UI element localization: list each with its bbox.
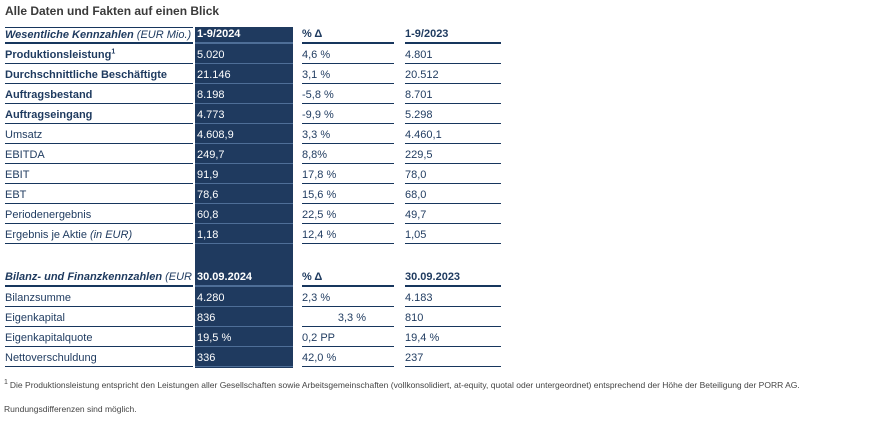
metric-label: Auftragsbestand (5, 84, 193, 104)
value-previous: 237 (405, 347, 501, 367)
metric-label: Eigenkapital (5, 307, 193, 327)
value-previous: 49,7 (405, 204, 501, 224)
metric-label: Ergebnis je Aktie (in EUR) (5, 224, 193, 244)
row-ebitda: EBITDA 249,7 8,8% 229,5 (5, 144, 501, 164)
value-current: 336 (195, 347, 293, 367)
row-produktionsleistung: Produktionsleistung1 5.020 4,6 % 4.801 (5, 44, 501, 64)
value-current: 4.608,9 (195, 124, 293, 144)
value-delta: 0,2 PP (302, 327, 394, 347)
value-delta: -5,8 % (302, 84, 394, 104)
row-nettoverschuldung: Nettoverschuldung 336 42,0 % 237 (5, 347, 501, 367)
value-delta: 15,6 % (302, 184, 394, 204)
row-bilanzsumme: Bilanzsumme 4.280 2,3 % 4.183 (5, 287, 501, 307)
metric-label: Produktionsleistung1 (5, 44, 193, 64)
row-ergebnis-je-aktie: Ergebnis je Aktie (in EUR) 1,18 12,4 % 1,… (5, 224, 501, 244)
value-previous: 20.512 (405, 64, 501, 84)
value-previous: 68,0 (405, 184, 501, 204)
table2-header-unit: (EUR Mio.) (165, 271, 193, 283)
value-current: 78,6 (195, 184, 293, 204)
table1-header-label: Wesentliche Kennzahlen (EUR Mio.) (5, 27, 193, 44)
row-ebit: EBIT 91,9 17,8 % 78,0 (5, 164, 501, 184)
value-delta: 4,6 % (302, 44, 394, 64)
value-previous: 5.298 (405, 104, 501, 124)
value-previous: 19,4 % (405, 327, 501, 347)
value-current: 21.146 (195, 64, 293, 84)
row-eigenkapital: Eigenkapital 836 3,3 % 810 (5, 307, 501, 327)
value-delta: 12,4 % (302, 224, 394, 244)
row-auftragseingang: Auftragseingang 4.773 -9,9 % 5.298 (5, 104, 501, 124)
value-delta: 3,3 % (302, 124, 394, 144)
table1-header-row: Wesentliche Kennzahlen (EUR Mio.) 1-9/202… (5, 27, 501, 44)
value-current: 249,7 (195, 144, 293, 164)
value-current: 60,8 (195, 204, 293, 224)
table2-col-delta-header: % Δ (302, 270, 394, 287)
table1-col-delta-header: % Δ (302, 27, 394, 44)
key-figures-table: Wesentliche Kennzahlen (EUR Mio.) 1-9/202… (5, 27, 501, 368)
value-current: 19,5 % (195, 327, 293, 347)
metric-label: Nettoverschuldung (5, 347, 193, 367)
row-ebt: EBT 78,6 15,6 % 68,0 (5, 184, 501, 204)
row-beschaeftigte: Durchschnittliche Beschäftigte 21.146 3,… (5, 64, 501, 84)
table1-header-unit: (EUR Mio.) (136, 29, 192, 41)
row-eigenkapitalquote: Eigenkapitalquote 19,5 % 0,2 PP 19,4 % (5, 327, 501, 347)
metric-label: Periodenergebnis (5, 204, 193, 224)
table2-header-row: Bilanz- und Finanzkennzahlen(EUR Mio.) 3… (5, 270, 501, 287)
metric-label: Auftragseingang (5, 104, 193, 124)
value-delta: 8,8% (302, 144, 394, 164)
value-delta: 2,3 % (302, 287, 394, 307)
value-current: 836 (195, 307, 293, 327)
metric-label: Umsatz (5, 124, 193, 144)
metric-label: EBITDA (5, 144, 193, 164)
row-auftragsbestand: Auftragsbestand 8.198 -5,8 % 8.701 (5, 84, 501, 104)
value-delta: 22,5 % (302, 204, 394, 224)
value-previous: 1,05 (405, 224, 501, 244)
metric-label: Durchschnittliche Beschäftigte (5, 64, 193, 84)
value-previous: 78,0 (405, 164, 501, 184)
value-previous: 229,5 (405, 144, 501, 164)
footnote-marker: 1 (4, 379, 8, 387)
value-current: 5.020 (195, 44, 293, 64)
value-delta: 17,8 % (302, 164, 394, 184)
metric-label: EBIT (5, 164, 193, 184)
value-delta: -9,9 % (302, 104, 394, 124)
value-current: 4.773 (195, 104, 293, 124)
value-current: 1,18 (195, 224, 293, 244)
table2-col-current-header: 30.09.2024 (195, 270, 293, 287)
value-previous: 810 (405, 307, 501, 327)
value-previous: 4.460,1 (405, 124, 501, 144)
footnote-produktionsleistung: 1 Die Produktionsleistung entspricht den … (4, 379, 888, 390)
table2-header-title: Bilanz- und Finanzkennzahlen (5, 271, 163, 283)
value-previous: 8.701 (405, 84, 501, 104)
value-current: 8.198 (195, 84, 293, 104)
table2-col-prev-header: 30.09.2023 (405, 270, 501, 287)
value-current: 91,9 (195, 164, 293, 184)
metric-label: Eigenkapitalquote (5, 327, 193, 347)
metric-label-unit: (in EUR) (89, 229, 133, 241)
footnote-marker: 1 (111, 48, 116, 56)
footnote-text: Die Produktionsleistung entspricht den L… (9, 380, 800, 390)
page-title: Alle Daten und Fakten auf einen Blick (5, 4, 220, 18)
value-current: 4.280 (195, 287, 293, 307)
table2-header-label: Bilanz- und Finanzkennzahlen(EUR Mio.) (5, 270, 193, 287)
value-previous: 4.183 (405, 287, 501, 307)
table1-header-title: Wesentliche Kennzahlen (5, 29, 134, 41)
value-delta: 42,0 % (302, 347, 394, 367)
value-previous: 4.801 (405, 44, 501, 64)
table1-col-current-header: 1-9/2024 (195, 27, 293, 44)
value-delta: 3,3 % (302, 307, 394, 327)
section-spacer (5, 244, 501, 270)
table1-col-prev-header: 1-9/2023 (405, 27, 501, 44)
metric-label: EBT (5, 184, 193, 204)
row-periodenergebnis: Periodenergebnis 60,8 22,5 % 49,7 (5, 204, 501, 224)
value-delta: 3,1 % (302, 64, 394, 84)
footnote-rounding: Rundungsdifferenzen sind möglich. (4, 404, 137, 414)
row-umsatz: Umsatz 4.608,9 3,3 % 4.460,1 (5, 124, 501, 144)
metric-label: Bilanzsumme (5, 287, 193, 307)
